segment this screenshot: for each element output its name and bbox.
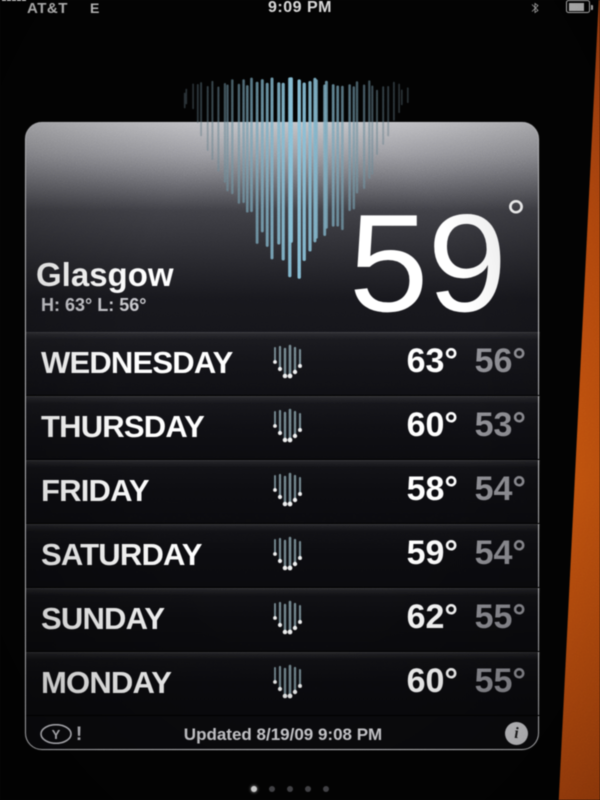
svg-text:Y: Y — [52, 727, 61, 742]
svg-text:!: ! — [76, 724, 82, 744]
